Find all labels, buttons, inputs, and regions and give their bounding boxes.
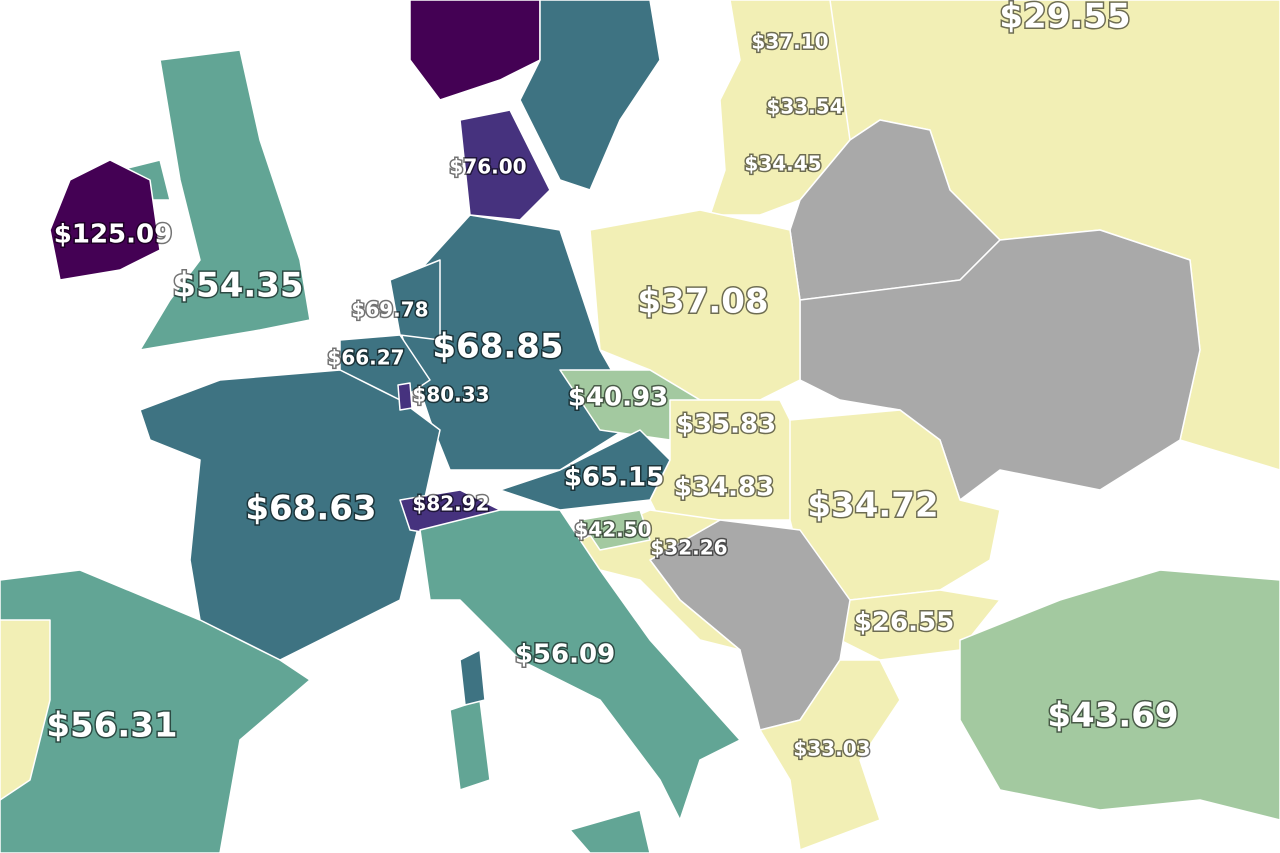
price-label: $29.55 [999, 0, 1130, 37]
price-label: $56.09 [515, 640, 615, 670]
price-label: $37.10 [751, 30, 828, 54]
netherlands [389, 259, 441, 341]
price-label: $76.00 [449, 155, 526, 179]
price-label: $33.54 [766, 95, 843, 119]
sicily [569, 809, 651, 853]
ukraine [799, 229, 1201, 501]
poland [589, 209, 801, 401]
price-label: $35.83 [676, 410, 776, 440]
price-label: $40.93 [568, 383, 668, 413]
price-label: $34.83 [674, 473, 774, 503]
price-label: $37.08 [637, 282, 768, 322]
price-label: $32.26 [650, 536, 727, 560]
greece [759, 659, 901, 851]
turkey [959, 569, 1280, 821]
price-label: $34.72 [807, 486, 938, 526]
price-label: $34.45 [744, 152, 821, 176]
great-britain [139, 49, 311, 351]
ireland [49, 159, 161, 281]
denmark [459, 109, 551, 221]
price-label: $68.63 [245, 489, 376, 529]
spain [0, 569, 311, 853]
price-label: $33.03 [793, 737, 870, 761]
price-label: $68.85 [432, 327, 563, 367]
price-label: $82.92 [412, 492, 489, 516]
baltics [709, 0, 851, 216]
price-label: $26.55 [854, 608, 954, 638]
price-labels: $29.55 $37.10 $33.54 $34.45 $76.00 $125.… [45, 0, 1180, 762]
price-label: $80.33 [412, 383, 489, 407]
luxembourg [397, 382, 413, 411]
price-label: $56.31 [46, 706, 177, 746]
france [139, 369, 441, 661]
slovenia [579, 509, 651, 551]
corsica [459, 649, 486, 706]
norway [409, 0, 541, 101]
portugal [0, 619, 51, 801]
price-label: $65.15 [564, 463, 664, 493]
italy [419, 509, 741, 821]
sardinia [449, 699, 491, 791]
price-label: $43.69 [1047, 696, 1178, 736]
price-label: $66.27 [327, 346, 404, 370]
sweden [519, 0, 661, 191]
price-label: $42.50 [574, 518, 651, 542]
price-label: $54.35 [172, 266, 303, 306]
price-label: $69.78 [351, 298, 428, 322]
price-label: $125.09 [54, 220, 172, 250]
